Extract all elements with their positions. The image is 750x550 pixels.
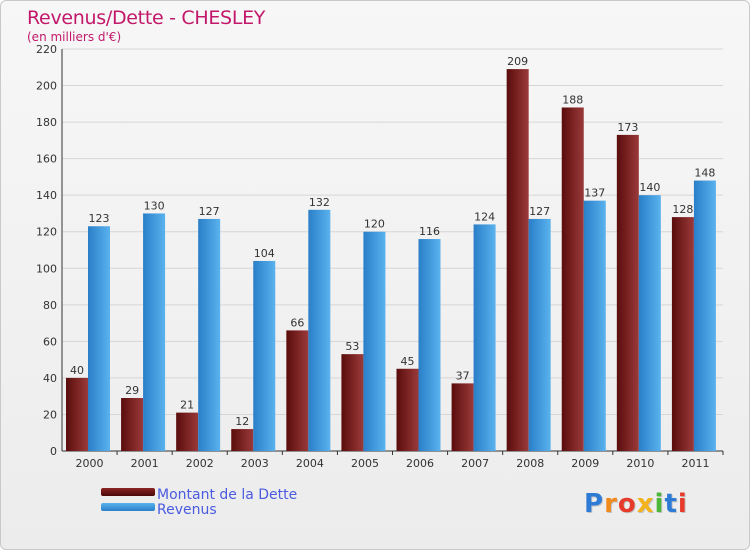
revenue-bar (198, 218, 221, 451)
legend-swatch-revenue (101, 503, 155, 511)
debt-bar-value-label: 53 (345, 340, 359, 353)
legend-label-debt: Montant de la Dette (157, 487, 298, 503)
x-tick-label: 2008 (516, 457, 544, 470)
revenue-bar (638, 195, 661, 451)
revenue-bar (418, 239, 441, 451)
debt-bar (286, 330, 309, 451)
revenue-bar-value-label: 124 (474, 210, 495, 223)
debt-bar (66, 377, 88, 451)
debt-bar (176, 412, 199, 451)
logo-letter: i (677, 489, 688, 519)
revenue-bar-value-label: 140 (639, 181, 660, 194)
debt-bar (231, 429, 254, 451)
y-tick-label: 220 (36, 43, 57, 56)
revenue-bar-value-label: 127 (529, 205, 550, 218)
debt-bar-value-label: 209 (507, 55, 528, 68)
logo-letter: i (654, 489, 665, 519)
x-tick-label: 2004 (296, 457, 324, 470)
x-tick-label: 2001 (131, 457, 159, 470)
revenue-bar (363, 231, 386, 451)
chart-subtitle: (en milliers d'€) (27, 30, 122, 44)
revenue-bar (88, 226, 110, 451)
debt-bar-value-label: 128 (672, 203, 693, 216)
y-tick-label: 80 (43, 299, 57, 312)
x-tick-label: 2010 (626, 457, 654, 470)
revenue-bar (253, 260, 276, 451)
debt-bar-value-label: 37 (456, 369, 470, 382)
debt-bar (506, 69, 529, 451)
debt-bar-value-label: 40 (70, 364, 84, 377)
debt-bar (341, 354, 364, 451)
revenue-bar-value-label: 130 (144, 199, 165, 212)
x-tick-label: 2011 (681, 457, 709, 470)
logo-letter: x (636, 489, 655, 519)
proxiti-logo: Proxiti (584, 489, 688, 519)
debt-bar-value-label: 173 (617, 121, 638, 134)
legend-swatch-debt (101, 488, 155, 496)
revenue-bar-value-label: 132 (309, 196, 330, 209)
debt-bar-value-label: 45 (401, 355, 415, 368)
revenue-bar (473, 224, 496, 451)
y-tick-label: 180 (36, 116, 57, 129)
logo-letter: o (617, 489, 637, 519)
debt-bar (616, 134, 639, 451)
x-tick-label: 2003 (241, 457, 269, 470)
revenue-bar (308, 209, 331, 451)
debt-bar-value-label: 188 (562, 93, 583, 106)
revenue-bar-value-label: 123 (89, 212, 110, 225)
logo-letter: P (584, 489, 605, 519)
debt-bar-value-label: 66 (290, 316, 304, 329)
debt-bar (671, 217, 694, 451)
y-tick-label: 20 (43, 408, 57, 421)
x-tick-label: 2000 (76, 457, 104, 470)
revenue-bar (528, 218, 551, 451)
revenue-bar-value-label: 104 (254, 247, 275, 260)
revenue-bar-value-label: 148 (694, 167, 715, 180)
y-tick-label: 100 (36, 262, 57, 275)
y-tick-label: 0 (50, 445, 57, 458)
y-tick-label: 120 (36, 226, 57, 239)
logo-letter: r (604, 489, 618, 519)
y-tick-label: 200 (36, 80, 57, 93)
x-tick-label: 2009 (571, 457, 599, 470)
x-tick-label: 2007 (461, 457, 489, 470)
debt-bar (561, 107, 584, 452)
revenue-bar (583, 200, 606, 451)
debt-bar (396, 368, 419, 451)
revenue-bar-value-label: 120 (364, 218, 385, 231)
debt-bar-value-label: 21 (180, 399, 194, 412)
y-tick-label: 160 (36, 153, 57, 166)
x-tick-label: 2005 (351, 457, 379, 470)
revenue-bar-value-label: 137 (584, 187, 605, 200)
y-tick-label: 40 (43, 372, 57, 385)
revenue-bar-value-label: 116 (419, 225, 440, 238)
debt-bar (451, 383, 474, 451)
y-tick-label: 60 (43, 335, 57, 348)
revenue-bar (693, 180, 716, 451)
legend-label-revenue: Revenus (157, 502, 217, 518)
debt-bar-value-label: 29 (125, 384, 139, 397)
chart-title: Revenus/Dette - CHESLEY (27, 7, 266, 29)
x-tick-label: 2006 (406, 457, 434, 470)
debt-bar-value-label: 12 (235, 415, 249, 428)
y-tick-label: 140 (36, 189, 57, 202)
revenue-bar-value-label: 127 (199, 205, 220, 218)
revenue-bar (143, 213, 166, 451)
x-tick-label: 2002 (186, 457, 214, 470)
debt-bar (121, 398, 144, 451)
logo-letter: t (664, 489, 678, 519)
